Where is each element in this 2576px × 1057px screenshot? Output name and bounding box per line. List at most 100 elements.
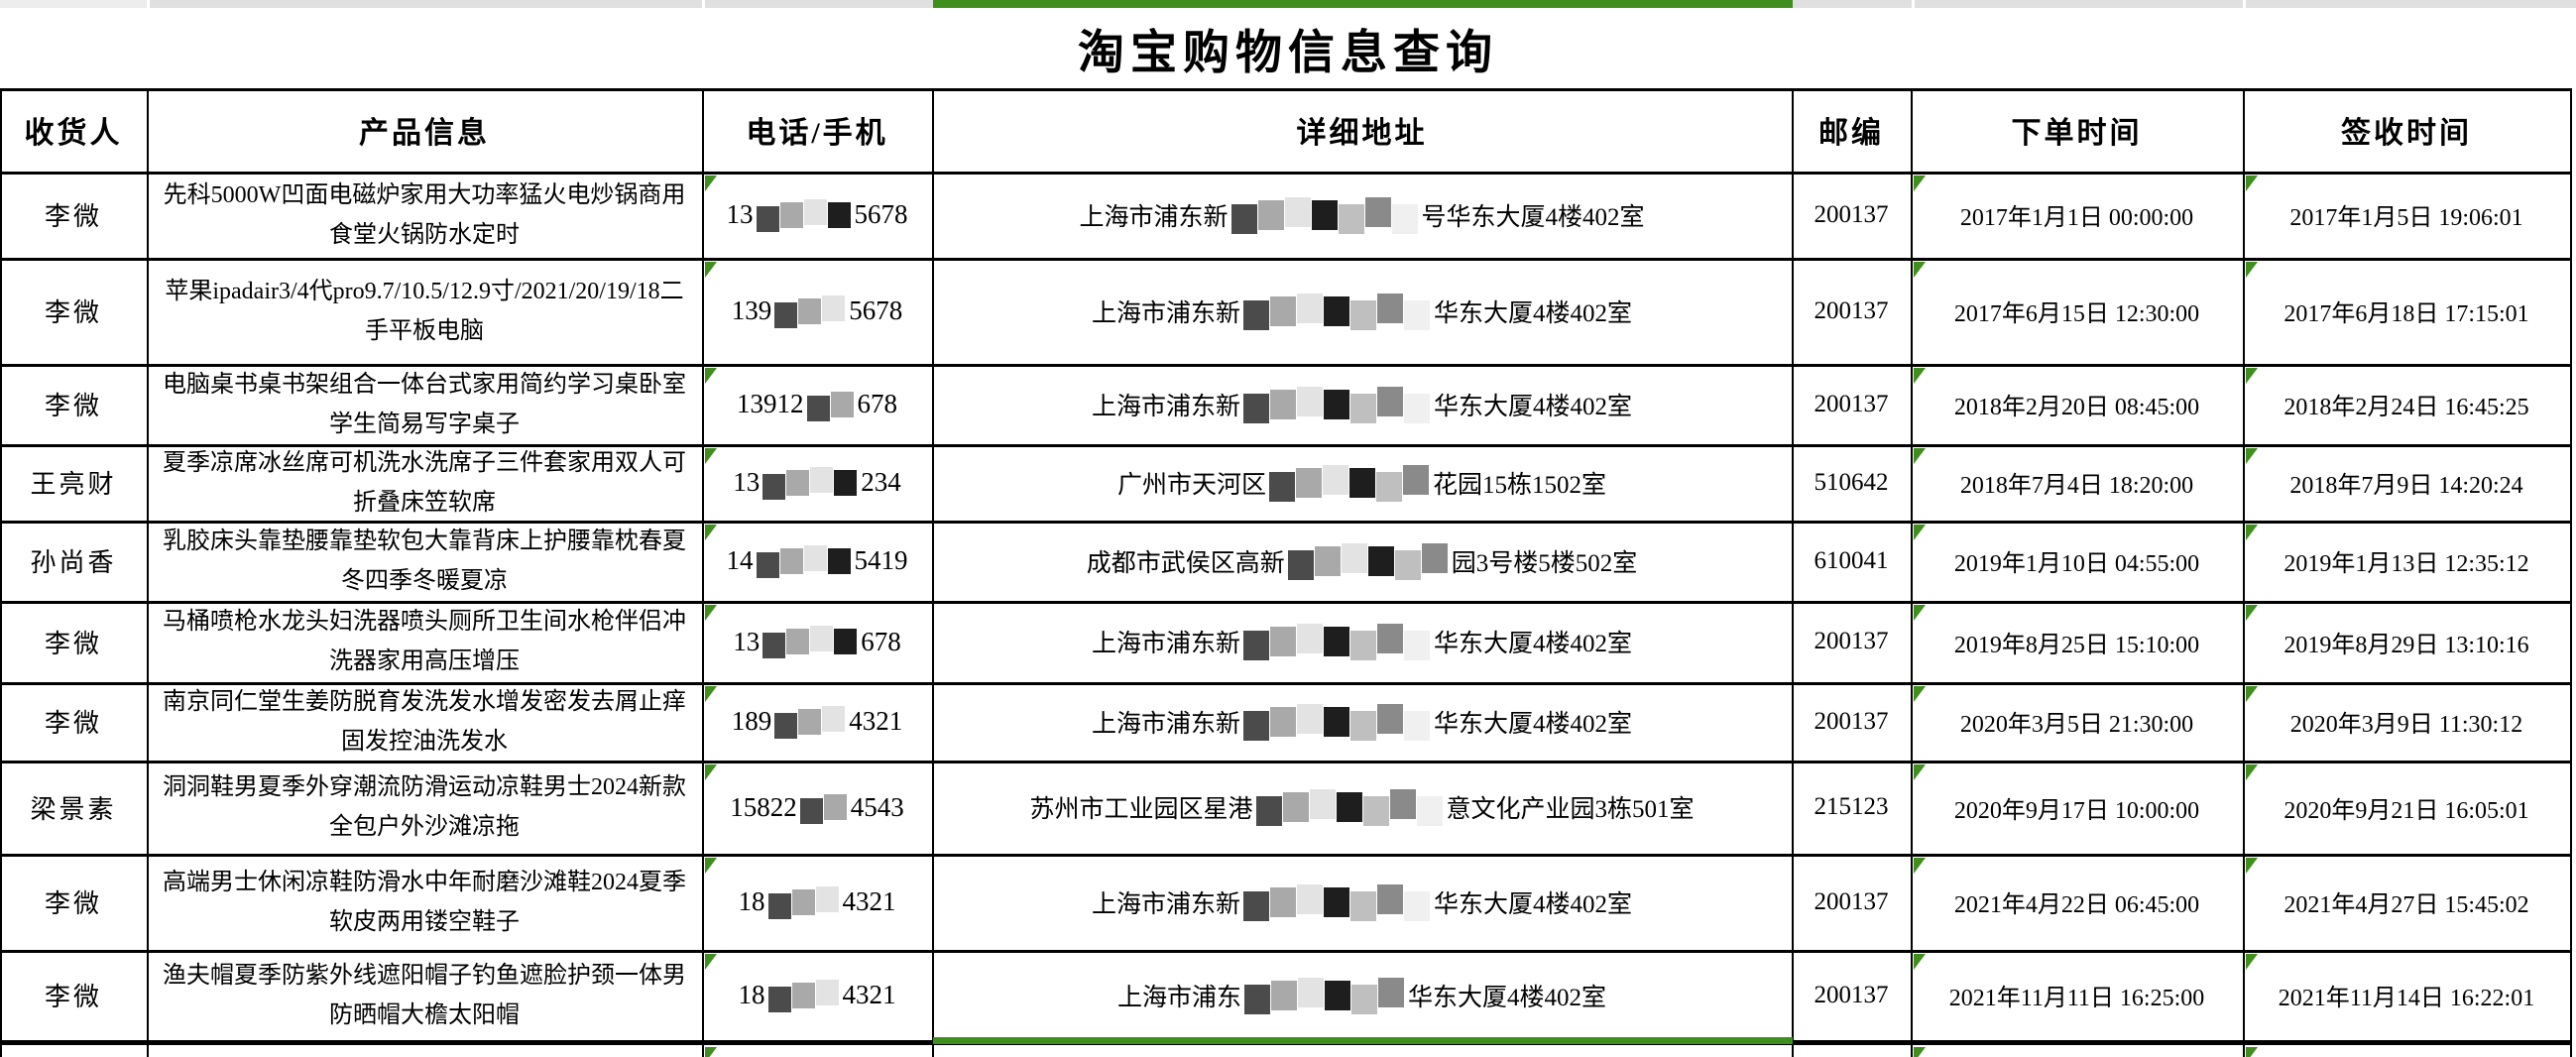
cell-recipient[interactable]: 孙尚香	[30, 548, 117, 577]
column-header-recipient[interactable]: 收货人	[24, 117, 123, 150]
cell-order_time[interactable]: 2018年2月20日 08:45:00	[1953, 395, 2200, 420]
redaction-block	[1324, 886, 1349, 917]
redaction-block	[798, 297, 822, 324]
cell-recipient[interactable]: 王亮财	[30, 470, 117, 499]
cell-address[interactable]: 上海市浦东新 华东大厦4楼402室	[934, 367, 1790, 441]
sheet-strip-separator	[1912, 0, 1915, 8]
cell-sign_time[interactable]: 2017年6月18日 17:15:01	[2283, 301, 2529, 327]
cell-phone[interactable]: 139 5678	[704, 261, 930, 361]
cell-zip[interactable]: 200137	[1814, 296, 1889, 324]
redaction-block	[1338, 203, 1364, 234]
page-title[interactable]: 淘宝购物信息查询	[1078, 28, 1498, 79]
cell-sign_time[interactable]: 2020年3月9日 11:30:12	[2289, 712, 2523, 738]
redaction-block	[1298, 977, 1324, 1007]
column-header-address[interactable]: 详细地址	[1296, 117, 1428, 150]
cell-zip[interactable]: 200137	[1814, 981, 1889, 1008]
cell-recipient[interactable]: 李微	[44, 202, 102, 231]
cell-recipient[interactable]: 李微	[44, 889, 102, 918]
cell-phone[interactable]: 13 678	[704, 604, 930, 679]
column-header-sign_time[interactable]: 签收时间	[2341, 117, 2472, 150]
cell-address[interactable]: 上海市浦东 华东大厦4楼402室	[934, 953, 1790, 1037]
column-header-zip[interactable]: 邮编	[1818, 117, 1884, 150]
redaction-block	[1243, 631, 1269, 660]
cell-zip[interactable]: 200137	[1814, 887, 1889, 915]
redaction-block	[830, 391, 854, 417]
cell-phone[interactable]: 15822 4543	[704, 763, 930, 851]
cell-order_time[interactable]: 2018年7月4日 18:20:00	[1959, 473, 2194, 499]
cell-address[interactable]: 上海市浦东新 华东大厦4楼402室	[934, 857, 1790, 947]
cell-zip[interactable]: 200137	[1814, 200, 1889, 228]
cell-order_time[interactable]: 2019年1月10日 04:55:00	[1953, 551, 2200, 577]
cell-product[interactable]: 电脑桌书桌书架组合一体台式家用简约学习桌卧室学生简易写字桌子	[163, 371, 686, 437]
cell-recipient[interactable]: 李微	[44, 709, 102, 738]
sheet-strip-separator	[702, 0, 705, 8]
cell-product[interactable]: 马桶喷枪水龙头妇洗器喷头厕所卫生间水枪伴侣冲洗器家用高压增压	[163, 609, 686, 674]
cell-zip[interactable]: 510642	[1814, 468, 1889, 496]
cell-product[interactable]: 渔夫帽夏季防紫外线遮阳帽子钓鱼遮脸护颈一体男防晒帽大檐太阳帽	[163, 962, 686, 1028]
column-header-phone[interactable]: 电话/手机	[746, 117, 888, 150]
cell-order_time[interactable]: 2020年3月5日 21:30:00	[1959, 712, 2194, 738]
cell-recipient[interactable]: 梁景素	[30, 794, 117, 824]
cell-sign_time[interactable]: 2018年7月9日 14:20:24	[2289, 473, 2523, 499]
cell-sign_time[interactable]: 2019年8月29日 13:10:16	[2283, 632, 2529, 658]
cell-product[interactable]: 先科5000W凹面电磁炉家用大功率猛火电炒锅商用食堂火锅防水定时	[163, 181, 686, 248]
cell-order_time[interactable]: 2019年8月25日 15:10:00	[1953, 632, 2200, 658]
cell-recipient[interactable]: 李微	[44, 629, 102, 658]
redaction-block	[762, 633, 786, 658]
column-header-product[interactable]: 产品信息	[359, 117, 490, 150]
cell-sign_time[interactable]: 2017年1月5日 19:06:01	[2289, 205, 2523, 231]
cell-zip[interactable]: 200137	[1814, 390, 1889, 417]
cell-product[interactable]: 南京同仁堂生姜防脱育发洗发水增发密发去屑止痒固发控油洗发水	[163, 688, 686, 755]
cell-address[interactable]: 上海市浦东新 华东大厦4楼402室	[934, 261, 1790, 361]
cell-zip[interactable]: 610041	[1814, 546, 1889, 574]
cell-product[interactable]: 乳胶床头靠垫腰靠垫软包大靠背床上护腰靠枕春夏冬四季冬暖夏凉	[163, 528, 686, 594]
cell-zip[interactable]: 215123	[1814, 793, 1889, 820]
grid-line-horizontal	[0, 364, 2570, 367]
stored-as-text-indicator-icon	[705, 1047, 717, 1057]
cell-address[interactable]: 上海市浦东新 华东大厦4楼402室	[934, 604, 1790, 679]
selected-column-bottom-indicator	[933, 1037, 1793, 1044]
cell-product[interactable]: 高端男士休闲凉鞋防滑水中年耐磨沙滩鞋2024夏季软皮两用镂空鞋子	[163, 869, 686, 935]
cell-sign_time[interactable]: 2021年11月14日 16:22:01	[2278, 986, 2535, 1011]
cell-address[interactable]: 苏州市工业园区星港 意文化产业园3栋501室	[934, 763, 1790, 851]
cell-product[interactable]: 洞洞鞋男夏季外穿潮流防滑运动凉鞋男士2024新款全包户外沙滩凉拖	[163, 774, 686, 840]
cell-product[interactable]: 苹果ipadair3/4代pro9.7/10.5/12.9寸/2021/20/1…	[165, 278, 684, 344]
cell-phone[interactable]: 14 5419	[704, 524, 930, 598]
cell-product[interactable]: 夏季凉席冰丝席可机洗水洗席子三件套家用双人可折叠床笠软席	[163, 449, 686, 516]
cell-sign_time[interactable]: 2020年9月21日 16:05:01	[2283, 797, 2529, 824]
cell-address[interactable]: 上海市浦东新 号华东大厦4楼402室	[934, 175, 1790, 255]
redaction-block	[803, 544, 827, 571]
cell-order_time[interactable]: 2021年4月22日 06:45:00	[1953, 892, 2200, 918]
cell-order_time[interactable]: 2017年1月1日 00:00:00	[1959, 205, 2194, 231]
cell-address[interactable]: 广州市天河区 花园15栋1502室	[934, 447, 1790, 518]
redaction-block	[762, 473, 786, 500]
cell-order_time[interactable]: 2020年9月17日 10:00:00	[1953, 797, 2200, 824]
redaction-blur	[1244, 977, 1405, 1014]
redaction-block	[1377, 293, 1403, 323]
redaction-block	[1378, 977, 1404, 1007]
cell-phone[interactable]: 18 4321	[704, 953, 930, 1037]
cell-phone[interactable]: 13 234	[704, 447, 930, 518]
redaction-block	[756, 551, 779, 578]
cell-address[interactable]: 上海市浦东新 华东大厦4楼402室	[934, 685, 1790, 758]
cell-sign_time[interactable]: 2019年1月13日 12:35:12	[2283, 551, 2529, 577]
cell-order_time[interactable]: 2017年6月15日 12:30:00	[1953, 301, 2200, 327]
column-header-order_time[interactable]: 下单时间	[2011, 117, 2143, 150]
grid-line-horizontal	[0, 444, 2570, 447]
cell-order_time[interactable]: 2021年11月11日 16:25:00	[1948, 986, 2205, 1011]
cell-recipient[interactable]: 李微	[44, 392, 102, 420]
cell-sign_time[interactable]: 2021年4月27日 15:45:02	[2283, 892, 2529, 918]
cell-zip[interactable]: 200137	[1814, 707, 1889, 735]
cell-phone[interactable]: 18 4321	[704, 857, 930, 947]
redaction-block	[779, 201, 803, 228]
cell-recipient[interactable]: 李微	[44, 983, 102, 1011]
cell-address[interactable]: 成都市武侯区高新 园3号楼5楼502室	[934, 524, 1790, 598]
cell-zip[interactable]: 200137	[1814, 628, 1889, 654]
cell-phone[interactable]: 13 5678	[704, 175, 930, 255]
redacted-text-fragment: 上海市浦东新	[1091, 631, 1240, 657]
cell-recipient[interactable]: 李微	[44, 298, 102, 327]
redaction-blur	[762, 466, 858, 500]
cell-phone[interactable]: 13912 678	[704, 367, 930, 441]
cell-phone[interactable]: 189 4321	[704, 685, 930, 758]
cell-sign_time[interactable]: 2018年2月24日 16:45:25	[2283, 395, 2529, 420]
